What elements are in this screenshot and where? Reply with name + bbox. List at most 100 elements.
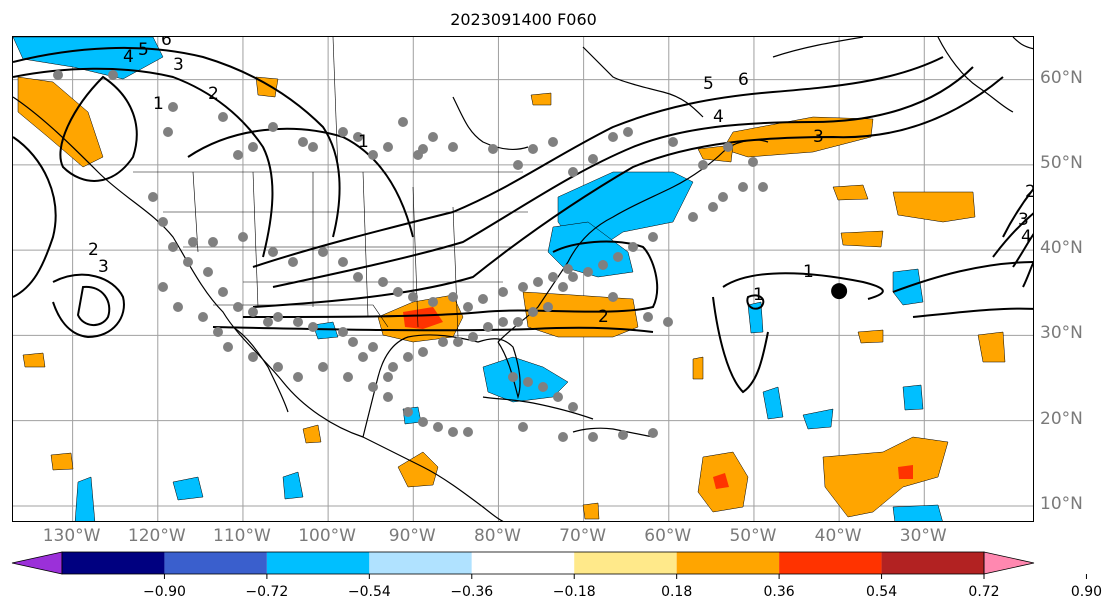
station-dot (288, 257, 298, 267)
contour-label: 4 (1021, 227, 1032, 247)
station-dot (528, 144, 538, 154)
positive-area (17, 76, 104, 168)
positive-area (530, 92, 552, 106)
station-dot (248, 307, 258, 317)
station-dot (263, 317, 273, 327)
station-dot (238, 232, 248, 242)
station-dot (163, 127, 173, 137)
station-dot (433, 422, 443, 432)
contour-label: 5 (138, 40, 149, 60)
station-dot (623, 127, 633, 137)
station-dot (148, 192, 158, 202)
station-dot (668, 137, 678, 147)
station-markers (53, 70, 768, 442)
station-dot (613, 252, 623, 262)
station-dot (508, 372, 518, 382)
station-dot (488, 144, 498, 154)
positive-area (22, 352, 46, 368)
station-dot (408, 292, 418, 302)
station-dot (173, 302, 183, 312)
station-dot (498, 317, 508, 327)
latitude-label: 50°N (1040, 152, 1083, 173)
station-dot (188, 237, 198, 247)
colorbar-tick-label: 0.18 (661, 584, 693, 600)
contour-label: 3 (813, 127, 824, 147)
latitude-label: 40°N (1040, 238, 1083, 259)
contour-label: 2 (208, 84, 219, 104)
negative-area (802, 408, 834, 430)
station-dot (198, 312, 208, 322)
longitude-label: 130°W (42, 526, 101, 546)
station-dot (463, 302, 473, 312)
station-dot (688, 212, 698, 222)
station-dot (168, 242, 178, 252)
positive-area (857, 329, 884, 344)
station-dot (393, 287, 403, 297)
longitude-label: 70°W (559, 526, 607, 546)
station-dot (203, 267, 213, 277)
station-dot (588, 154, 598, 164)
colorbar-tick-label: 0.90 (1070, 584, 1102, 600)
station-dot (533, 277, 543, 287)
station-dot (513, 317, 523, 327)
longitude-label: 80°W (473, 526, 521, 546)
station-dot (618, 430, 628, 440)
station-dot (368, 382, 378, 392)
station-dot (483, 322, 493, 332)
colorbar (11, 551, 1087, 579)
longitude-label: 110°W (213, 526, 271, 546)
station-dot (608, 292, 618, 302)
longitude-label: 50°W (729, 526, 777, 546)
contour-label: 6 (161, 37, 172, 50)
storm-center-marker[interactable] (831, 283, 848, 300)
station-dot (183, 257, 193, 267)
station-dot (548, 272, 558, 282)
station-dot (418, 417, 428, 427)
station-dot (168, 102, 178, 112)
negative-area (892, 504, 943, 521)
station-dot (568, 402, 578, 412)
negative-area (747, 301, 764, 334)
station-dot (158, 217, 168, 227)
station-dot (403, 352, 413, 362)
station-dot (708, 202, 718, 212)
station-dot (208, 237, 218, 247)
station-dot (338, 257, 348, 267)
station-dot (448, 292, 458, 302)
colorbar-segment (676, 552, 780, 574)
station-dot (233, 302, 243, 312)
station-dot (568, 167, 578, 177)
colorbar-extend-min (11, 551, 63, 575)
station-dot (338, 327, 348, 337)
station-dot (368, 342, 378, 352)
colorbar-segment (779, 552, 882, 574)
station-dot (268, 247, 278, 257)
colorbar-tick-label: 0.72 (968, 584, 1000, 600)
colorbar-tick-label: −0.72 (245, 584, 289, 600)
positive-area (977, 331, 1006, 363)
colorbar-outline (61, 551, 985, 575)
station-dot (233, 150, 243, 160)
contour-label: 4 (713, 107, 724, 127)
station-dot (518, 282, 528, 292)
colorbar-extend-max (983, 551, 1035, 575)
contour-label: 1 (153, 94, 164, 114)
positive-area (840, 230, 884, 248)
contour-label: 2 (598, 307, 609, 327)
positive-area (302, 424, 322, 444)
colorbar-segment (471, 552, 575, 574)
contour-label: 3 (1018, 210, 1029, 230)
station-dot (308, 142, 318, 152)
station-dot (738, 182, 748, 192)
station-dot (318, 362, 328, 372)
graticule (13, 37, 1033, 521)
station-dot (628, 242, 638, 252)
contour-label: 4 (123, 47, 134, 67)
station-dot (663, 317, 673, 327)
contour-label: 1 (803, 262, 814, 282)
anomaly-fills (13, 37, 1006, 521)
negative-area (547, 221, 634, 278)
station-dot (158, 282, 168, 292)
